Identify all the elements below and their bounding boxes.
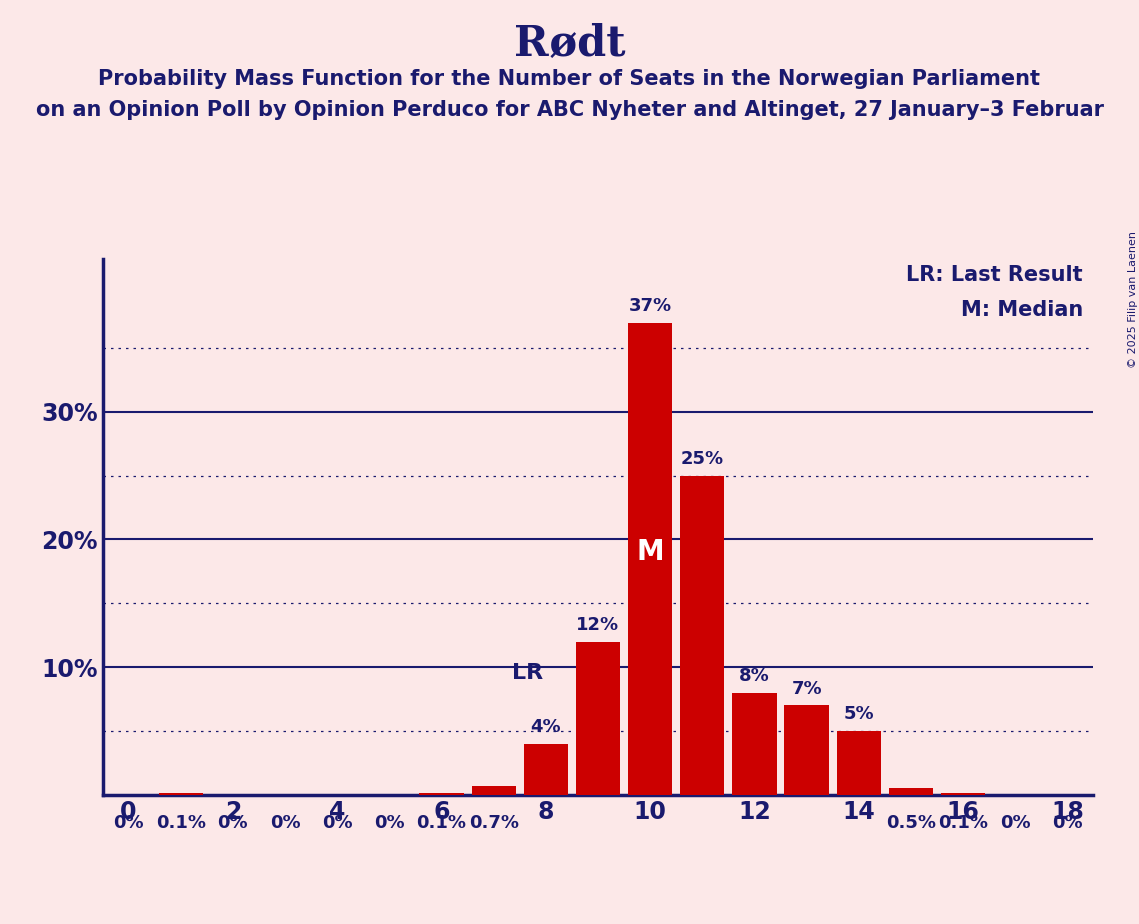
Text: 0%: 0% <box>322 814 352 832</box>
Text: M: Median: M: Median <box>961 299 1083 320</box>
Text: 0.7%: 0.7% <box>468 814 518 832</box>
Text: Rødt: Rødt <box>514 23 625 65</box>
Bar <box>732 693 777 795</box>
Text: LR: LR <box>513 663 543 684</box>
Text: 0.5%: 0.5% <box>886 814 936 832</box>
Text: 0.1%: 0.1% <box>417 814 467 832</box>
Bar <box>419 794 464 795</box>
Text: 0%: 0% <box>1000 814 1031 832</box>
Bar <box>680 476 724 795</box>
Text: 0.1%: 0.1% <box>156 814 206 832</box>
Text: on an Opinion Poll by Opinion Perduco for ABC Nyheter and Altinget, 27 January–3: on an Opinion Poll by Opinion Perduco fo… <box>35 100 1104 120</box>
Bar <box>524 744 568 795</box>
Text: 0.1%: 0.1% <box>939 814 988 832</box>
Text: Probability Mass Function for the Number of Seats in the Norwegian Parliament: Probability Mass Function for the Number… <box>98 69 1041 90</box>
Text: 8%: 8% <box>739 667 770 685</box>
Text: 12%: 12% <box>576 616 620 634</box>
Bar <box>836 731 880 795</box>
Bar <box>158 794 203 795</box>
Text: 37%: 37% <box>629 297 672 315</box>
Bar <box>941 794 985 795</box>
Text: 0%: 0% <box>218 814 248 832</box>
Bar <box>888 788 933 795</box>
Text: 0%: 0% <box>1052 814 1083 832</box>
Text: 0%: 0% <box>270 814 301 832</box>
Bar <box>785 705 829 795</box>
Bar <box>576 641 620 795</box>
Text: 0%: 0% <box>113 814 144 832</box>
Text: M: M <box>637 538 664 566</box>
Bar <box>628 322 672 795</box>
Text: 25%: 25% <box>681 450 724 468</box>
Text: 0%: 0% <box>374 814 404 832</box>
Text: © 2025 Filip van Laenen: © 2025 Filip van Laenen <box>1129 231 1138 368</box>
Text: 4%: 4% <box>531 718 562 736</box>
Text: LR: Last Result: LR: Last Result <box>907 265 1083 286</box>
Text: 5%: 5% <box>844 705 874 723</box>
Text: 7%: 7% <box>792 680 822 698</box>
Bar <box>472 785 516 795</box>
